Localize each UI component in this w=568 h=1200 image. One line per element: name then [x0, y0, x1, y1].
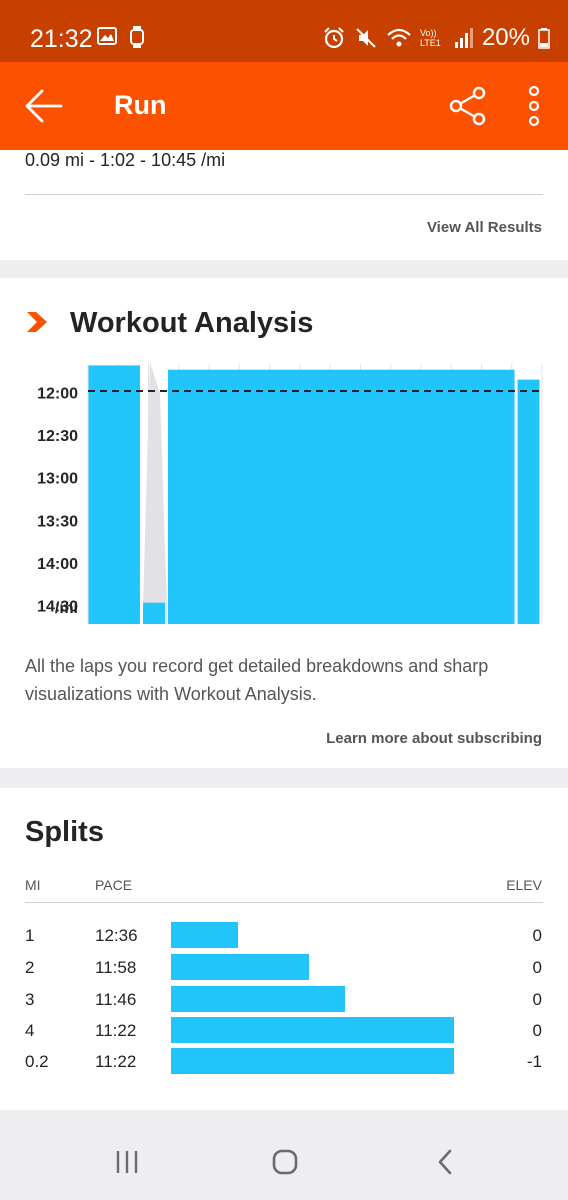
split-mile: 0.2 [25, 1052, 49, 1071]
y-tick-label: 14:00 [37, 556, 78, 573]
learn-more-link[interactable]: Learn more about subscribing [326, 730, 542, 747]
battery-percent: 20% [481, 24, 530, 51]
split-row: 3 11:46 0 [0, 986, 568, 1014]
y-tick-label: 12:00 [37, 385, 78, 402]
system-navigation-bar [0, 1124, 568, 1200]
split-pace-bar [171, 1048, 454, 1074]
alarm-icon [324, 27, 344, 49]
y-tick-label: 13:00 [37, 471, 78, 488]
split-mile: 1 [25, 926, 35, 945]
workout-analysis-title: Workout Analysis [70, 307, 314, 339]
split-row: 1 12:36 0 [0, 922, 568, 950]
watch-notification-icon [130, 26, 144, 48]
split-pace: 11:22 [95, 1021, 137, 1040]
y-tick-label: 13:30 [37, 513, 78, 530]
splits-card: Splits MI PACE ELEV 1 12:36 0 2 11:58 0 … [0, 788, 568, 1110]
lap-summary: 0.09 mi - 1:02 - 10:45 /mi [25, 150, 226, 170]
lap-bar [142, 602, 165, 624]
chevron-badge-icon [27, 312, 47, 332]
share-icon[interactable] [448, 86, 488, 126]
home-icon[interactable] [271, 1148, 299, 1176]
split-pace: 11:58 [95, 958, 137, 977]
lap-bar [167, 369, 515, 624]
split-pace-bar [171, 986, 345, 1012]
split-elev: 0 [532, 926, 542, 945]
split-row: 4 11:22 0 [0, 1017, 568, 1045]
view-all-results-link[interactable]: View All Results [426, 219, 542, 236]
y-tick-label: 14:30 [37, 599, 78, 616]
split-elev: 0 [532, 958, 542, 977]
y-axis-unit-label: /mi [55, 600, 78, 617]
split-pace-bar [171, 922, 238, 948]
mi-column-header: MI [25, 877, 41, 893]
battery-icon [538, 28, 550, 49]
split-pace-bar [171, 1017, 454, 1043]
status-bar: 21:32 Vo)) LTE1 [0, 0, 568, 62]
lap-bar [88, 365, 140, 624]
recents-icon[interactable] [113, 1148, 141, 1176]
splits-title: Splits [25, 816, 104, 848]
lap-trace [142, 362, 168, 624]
split-pace-bar [171, 954, 309, 980]
elev-column-header: ELEV [506, 877, 542, 893]
signal-icon [454, 28, 473, 48]
nav-back-icon[interactable] [432, 1148, 460, 1176]
network-label: Vo)) LTE1 [419, 28, 441, 48]
split-mile: 2 [25, 958, 35, 977]
lap-bar [517, 379, 540, 624]
split-pace: 12:36 [95, 926, 138, 945]
split-pace: 11:46 [95, 990, 137, 1009]
gallery-notification-icon [97, 27, 117, 45]
split-row: 2 11:58 0 [0, 954, 568, 982]
divider [25, 194, 543, 195]
split-row: 0.2 11:22 -1 [0, 1048, 568, 1076]
back-arrow-icon[interactable] [24, 88, 64, 124]
y-tick-label: 12:30 [37, 428, 78, 445]
split-elev: -1 [526, 1052, 542, 1071]
laps-card: 0.09 mi - 1:02 - 10:45 /mi View All Resu… [0, 150, 568, 260]
page-title: Run [114, 90, 167, 120]
split-mile: 3 [25, 990, 35, 1009]
workout-analysis-card: Workout Analysis 12:00 12:30 13:00 13:30 14:… [0, 278, 568, 768]
top-app-bar: Run [0, 62, 568, 150]
divider [25, 902, 543, 903]
mute-icon [356, 28, 376, 48]
workout-analysis-chart: 12:00 12:30 13:00 13:30 14:00 14:30/mi [37, 362, 543, 624]
wifi-icon [387, 28, 411, 47]
split-pace: 11:22 [95, 1052, 137, 1071]
split-mile: 4 [25, 1021, 35, 1040]
split-elev: 0 [532, 1021, 542, 1040]
more-vertical-icon[interactable] [524, 84, 544, 128]
split-elev: 0 [532, 990, 542, 1009]
status-time: 21:32 [30, 25, 93, 53]
pace-column-header: PACE [95, 877, 133, 893]
workout-analysis-description: All the laps you record get detailed bre… [25, 656, 489, 704]
